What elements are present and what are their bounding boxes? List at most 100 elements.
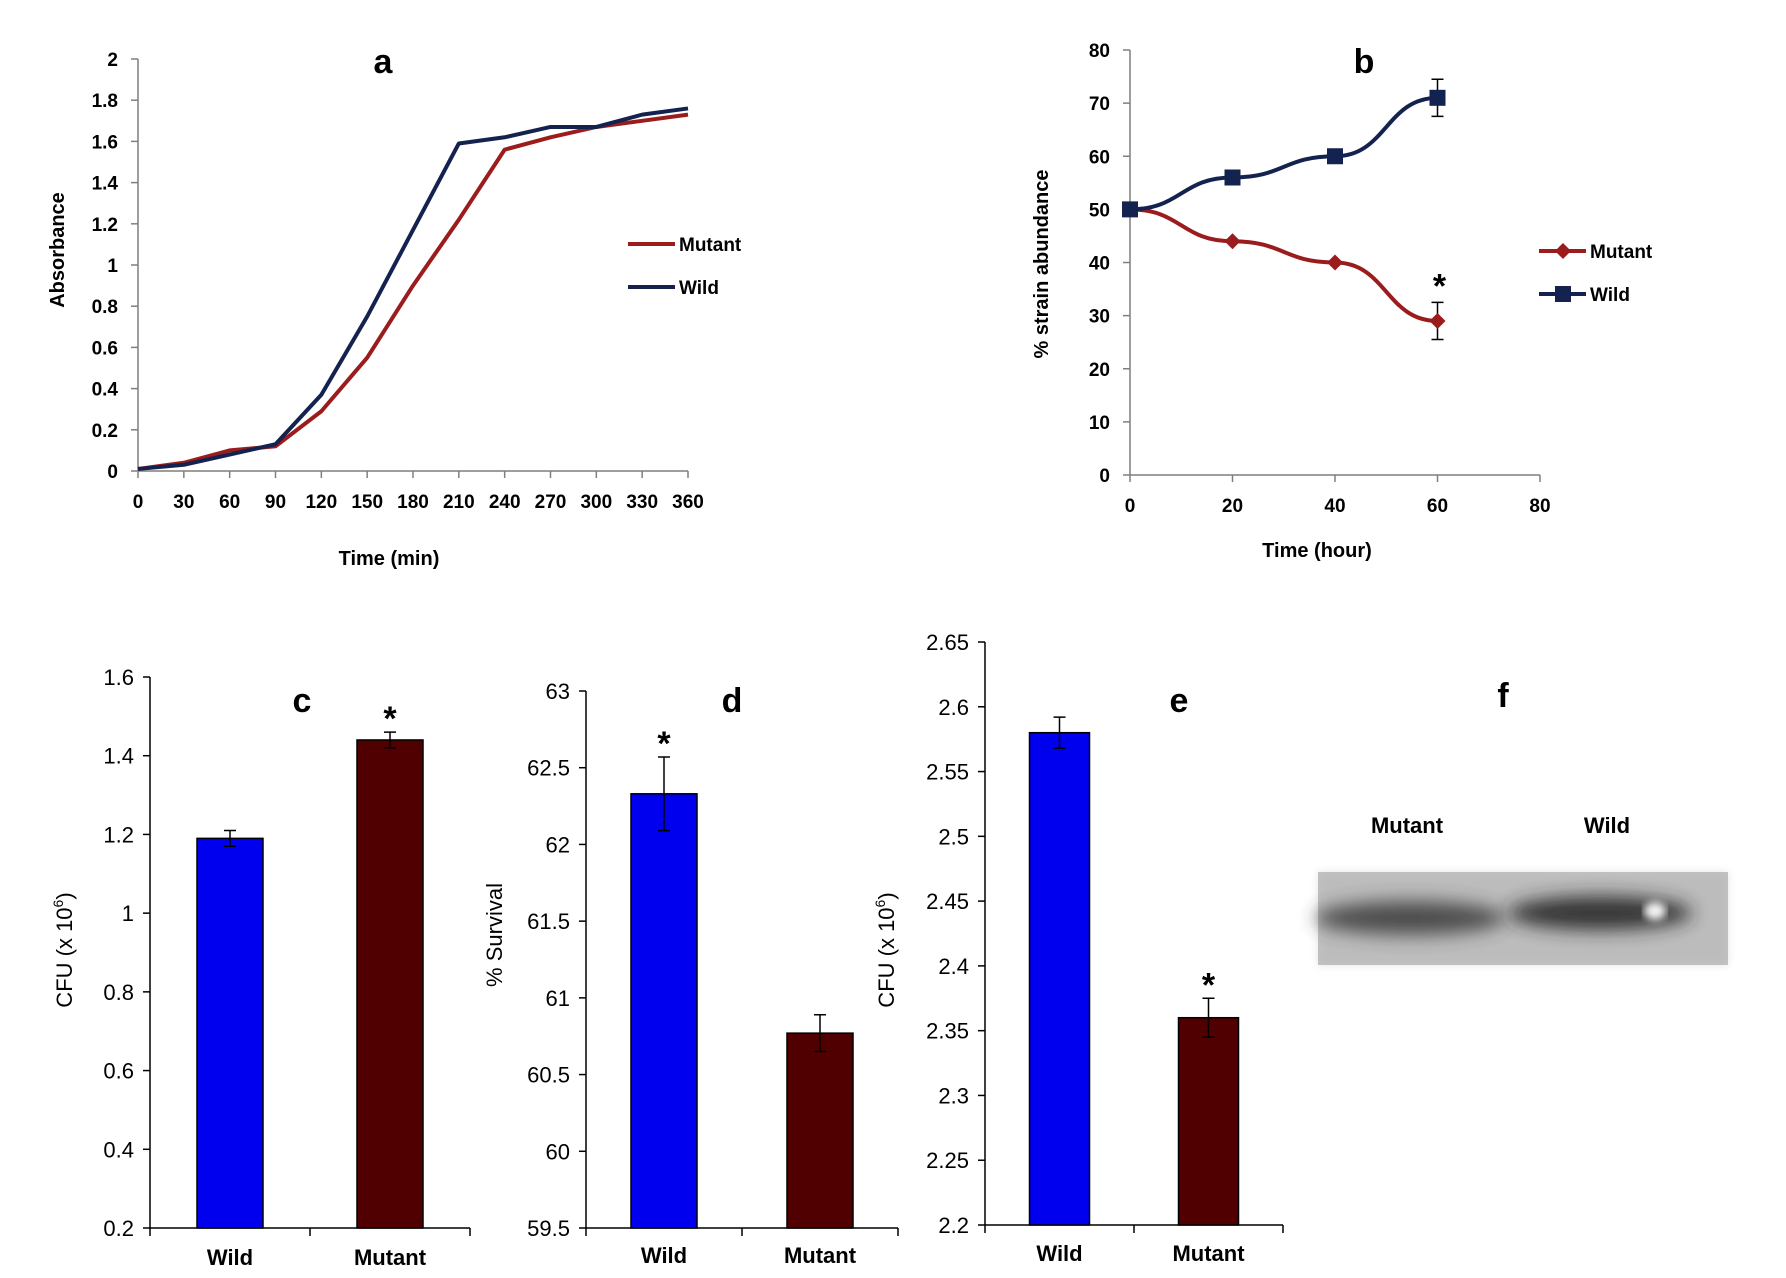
blot-lane-label-mutant: Mutant xyxy=(1371,813,1444,838)
y-axis-label: % Survival xyxy=(482,883,507,987)
panel-f-blot: f Mutant Wild xyxy=(1315,677,1728,965)
y-tick-label: 0.4 xyxy=(92,380,119,401)
y-tick-label: 2.35 xyxy=(926,1019,969,1044)
chart-title: a xyxy=(374,43,394,81)
y-tick-label: 0.6 xyxy=(103,1059,134,1084)
bar-mutant xyxy=(1177,1016,1240,1226)
data-point-mutant xyxy=(1224,233,1241,250)
y-tick-label: 63 xyxy=(546,679,570,704)
y-tick-label: 1.6 xyxy=(103,665,134,690)
x-tick-label: 360 xyxy=(672,492,704,513)
y-axis-label-text: % Survival xyxy=(482,883,507,987)
bar-wild xyxy=(1028,731,1091,1226)
x-tick-label: 30 xyxy=(173,492,194,513)
y-tick-label: 1 xyxy=(122,901,134,926)
y-tick-label: 10 xyxy=(1089,413,1110,434)
error-bar xyxy=(1053,716,1066,749)
data-point-mutant xyxy=(1429,312,1446,329)
data-point-mutant xyxy=(1327,254,1343,271)
x-axis-label: Time (hour) xyxy=(1262,540,1372,562)
error-bar xyxy=(224,829,236,847)
y-tick-label: 1.8 xyxy=(92,91,118,112)
y-tick-label: 40 xyxy=(1089,254,1110,275)
y-tick-label: 0.8 xyxy=(103,980,134,1005)
y-tick-label: 20 xyxy=(1089,360,1110,381)
series-line-wild xyxy=(137,106,689,471)
y-tick-label: 50 xyxy=(1089,200,1110,221)
legend-marker xyxy=(1555,243,1571,259)
blot-membrane xyxy=(1315,872,1728,965)
y-tick-label: 2.25 xyxy=(926,1148,969,1173)
y-axis-label-close: ) xyxy=(52,892,77,899)
category-label: Mutant xyxy=(354,1245,427,1270)
legend-label: Wild xyxy=(679,278,719,299)
data-point-wild xyxy=(1122,201,1138,218)
x-axis-label: Time (min) xyxy=(339,548,440,570)
y-tick-label: 2.55 xyxy=(926,760,969,785)
significance-marker: * xyxy=(1433,267,1447,305)
y-tick-label: 80 xyxy=(1089,41,1110,62)
y-tick-label: 0.2 xyxy=(92,421,118,442)
error-bar xyxy=(1202,997,1215,1038)
significance-marker: * xyxy=(1202,966,1216,1004)
y-axis-label-text: CFU (x 10 xyxy=(874,907,899,1007)
category-label: Mutant xyxy=(1172,1241,1245,1266)
x-tick-label: 60 xyxy=(1427,496,1448,517)
series-line-wild xyxy=(1129,95,1438,212)
bar-mutant xyxy=(786,1032,854,1229)
y-tick-label: 0.6 xyxy=(92,338,118,359)
y-axis-label-exponent: 6 xyxy=(50,899,66,907)
panel-c-bar-chart: 0.2 0.4 0.6 0.8 1 1.2 1.4 1.6 Wild * Mutant c CFU (x… xyxy=(50,665,471,1270)
bar-wild xyxy=(196,837,264,1229)
y-tick-label: 60 xyxy=(1089,147,1110,168)
panel-a-line-chart: 0 0.2 0.4 0.6 0.8 1 1.2 1.4 1.6 1.8 2 0 30 60 90 120 150… xyxy=(47,43,742,570)
y-tick-label: 60 xyxy=(546,1139,570,1164)
y-tick-label: 2.45 xyxy=(926,889,969,914)
y-tick-label: 62 xyxy=(546,832,570,857)
series-line-mutant xyxy=(1129,207,1438,323)
significance-marker: * xyxy=(657,725,671,763)
y-tick-label: 1.4 xyxy=(103,744,134,769)
data-point-wild xyxy=(1224,169,1241,186)
y-tick-label: 1.2 xyxy=(103,822,134,847)
y-tick-label: 70 xyxy=(1089,94,1110,115)
y-tick-label: 0.8 xyxy=(92,297,118,318)
y-tick-label: 2.65 xyxy=(926,630,969,655)
y-axis-label: CFU (x 106) xyxy=(50,892,77,1007)
legend-marker xyxy=(1555,286,1571,302)
category-label: Mutant xyxy=(784,1243,857,1268)
y-tick-label: 2.5 xyxy=(938,824,969,849)
x-tick-label: 60 xyxy=(219,492,240,513)
legend-label: Mutant xyxy=(679,235,742,256)
panel-b-line-chart: 0 10 20 30 40 50 60 70 80 0 20 40 60 80 * b Time (hour)%… xyxy=(1031,41,1653,562)
y-tick-label: 0.2 xyxy=(103,1216,134,1241)
y-tick-label: 1 xyxy=(107,256,118,277)
data-point-wild xyxy=(1429,89,1446,106)
bar-mutant xyxy=(356,739,424,1229)
panel-f-title: f xyxy=(1497,677,1509,715)
y-tick-label: 2.3 xyxy=(938,1083,969,1108)
category-label: Wild xyxy=(207,1245,253,1270)
chart-title: e xyxy=(1170,682,1189,720)
y-axis-label: % strain abundance xyxy=(1031,170,1053,359)
x-tick-label: 210 xyxy=(443,492,475,513)
x-tick-label: 90 xyxy=(265,492,286,513)
series-line-mutant xyxy=(137,112,689,471)
chart-title: d xyxy=(722,682,743,720)
y-tick-label: 1.2 xyxy=(92,215,118,236)
y-tick-label: 2.4 xyxy=(938,954,969,979)
x-tick-label: 20 xyxy=(1222,496,1243,517)
y-tick-label: 0 xyxy=(1099,466,1110,487)
y-tick-label: 1.6 xyxy=(92,132,118,153)
x-tick-label: 300 xyxy=(580,492,612,513)
y-tick-label: 30 xyxy=(1089,307,1110,328)
chart-title: b xyxy=(1354,43,1375,81)
data-point-wild xyxy=(1327,148,1343,165)
chart-title: c xyxy=(293,682,312,720)
error-bar xyxy=(384,731,396,749)
x-tick-label: 40 xyxy=(1324,496,1345,517)
x-tick-label: 240 xyxy=(489,492,521,513)
blot-lane-label-wild: Wild xyxy=(1584,813,1630,838)
category-label: Wild xyxy=(641,1243,687,1268)
y-tick-label: 61.5 xyxy=(527,909,570,934)
